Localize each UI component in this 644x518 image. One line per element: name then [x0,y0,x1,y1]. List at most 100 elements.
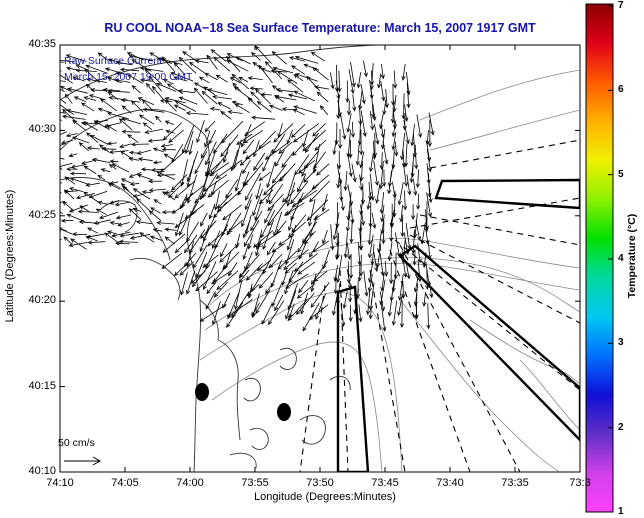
current-vector [383,220,385,244]
current-vector [178,90,196,94]
current-vector [337,254,343,283]
current-vector-head [52,92,56,96]
current-vector-head [128,157,134,162]
depth-contours [199,69,580,472]
current-vector-head [127,74,132,79]
current-vector [345,232,348,258]
current-vector [346,242,350,260]
current-vector-head [384,103,389,109]
current-vector [245,172,261,201]
current-vector [295,56,319,64]
current-vector-head [310,51,316,57]
current-vector-head [137,97,143,102]
current-vector [267,193,284,211]
current-vector-head [363,72,368,78]
current-vector-head [389,279,394,285]
current-vector [107,142,118,145]
current-vector-head [412,260,417,266]
current-vector [267,202,286,226]
current-vector-head [117,222,123,227]
current-vector-head [226,53,232,58]
current-vector-head [391,321,396,326]
current-vector [402,281,404,298]
current-vector-head [60,140,66,145]
current-vector [261,68,272,73]
current-vector-head [427,157,432,162]
current-vector [101,168,111,173]
current-vector [242,139,255,154]
current-vector [258,65,273,84]
current-vector [337,172,341,188]
current-vector-head [119,144,124,149]
current-vector [370,299,372,319]
current-vector [255,88,271,105]
current-vector-head [196,273,200,279]
current-vector-head [380,217,385,223]
current-vector [347,192,352,220]
current-vector [200,212,208,227]
current-vector-head [415,183,420,189]
current-vector-head [345,227,351,232]
current-vector [347,210,351,232]
current-vector [210,151,229,176]
current-vector [98,52,109,61]
current-vector [210,108,221,111]
current-vector-head [403,182,409,187]
current-vector [351,163,356,182]
current-vector [87,227,99,234]
current-vector-head [316,171,321,176]
current-vector [60,59,75,63]
current-vector-head [210,49,216,54]
current-vector-head [128,150,134,155]
current-vector [162,191,176,201]
current-vector-head [242,233,247,239]
current-vector-head [370,125,375,131]
current-vector-head [156,220,162,225]
current-vector-head [337,87,342,93]
current-vector [63,236,73,245]
current-vector [165,99,177,112]
current-vector [175,100,197,112]
current-vector [294,90,315,102]
current-vector [383,99,387,115]
current-vector-head [381,96,386,102]
current-vector-head [313,164,318,170]
current-vector [373,140,375,160]
current-vector-head [312,247,318,253]
current-vector-head [184,149,189,155]
current-vector [293,123,320,143]
current-vector-head [294,73,300,77]
current-vector [227,53,243,62]
current-vector [425,209,428,232]
current-vector-head [128,54,134,59]
current-vector-head [83,191,88,196]
current-vector-head [213,292,219,298]
current-vector-head [77,209,83,214]
current-vector [291,65,306,75]
current-vector-head [130,181,135,187]
current-vector-head [350,133,356,138]
current-vector-head [397,200,402,206]
current-vector-head [260,233,265,239]
current-vector-head [85,235,91,240]
current-vector-head [265,289,270,295]
current-vector-head [85,83,91,89]
current-vector [226,56,241,72]
current-vector [428,242,431,259]
current-vector [70,238,87,250]
current-vector-head [207,88,213,93]
current-vector-head [64,93,70,99]
current-vector-head [60,227,63,232]
x-tick-label: 73:40 [436,477,464,489]
current-vector-head [62,114,67,119]
current-vector-head [148,188,154,193]
current-vector [76,192,96,199]
current-vector [139,232,155,243]
current-vector [412,229,416,254]
current-vector [119,143,132,148]
current-vector-head [120,98,126,103]
current-vector-head [334,140,339,146]
current-vector [289,303,295,318]
current-vector [60,162,73,167]
